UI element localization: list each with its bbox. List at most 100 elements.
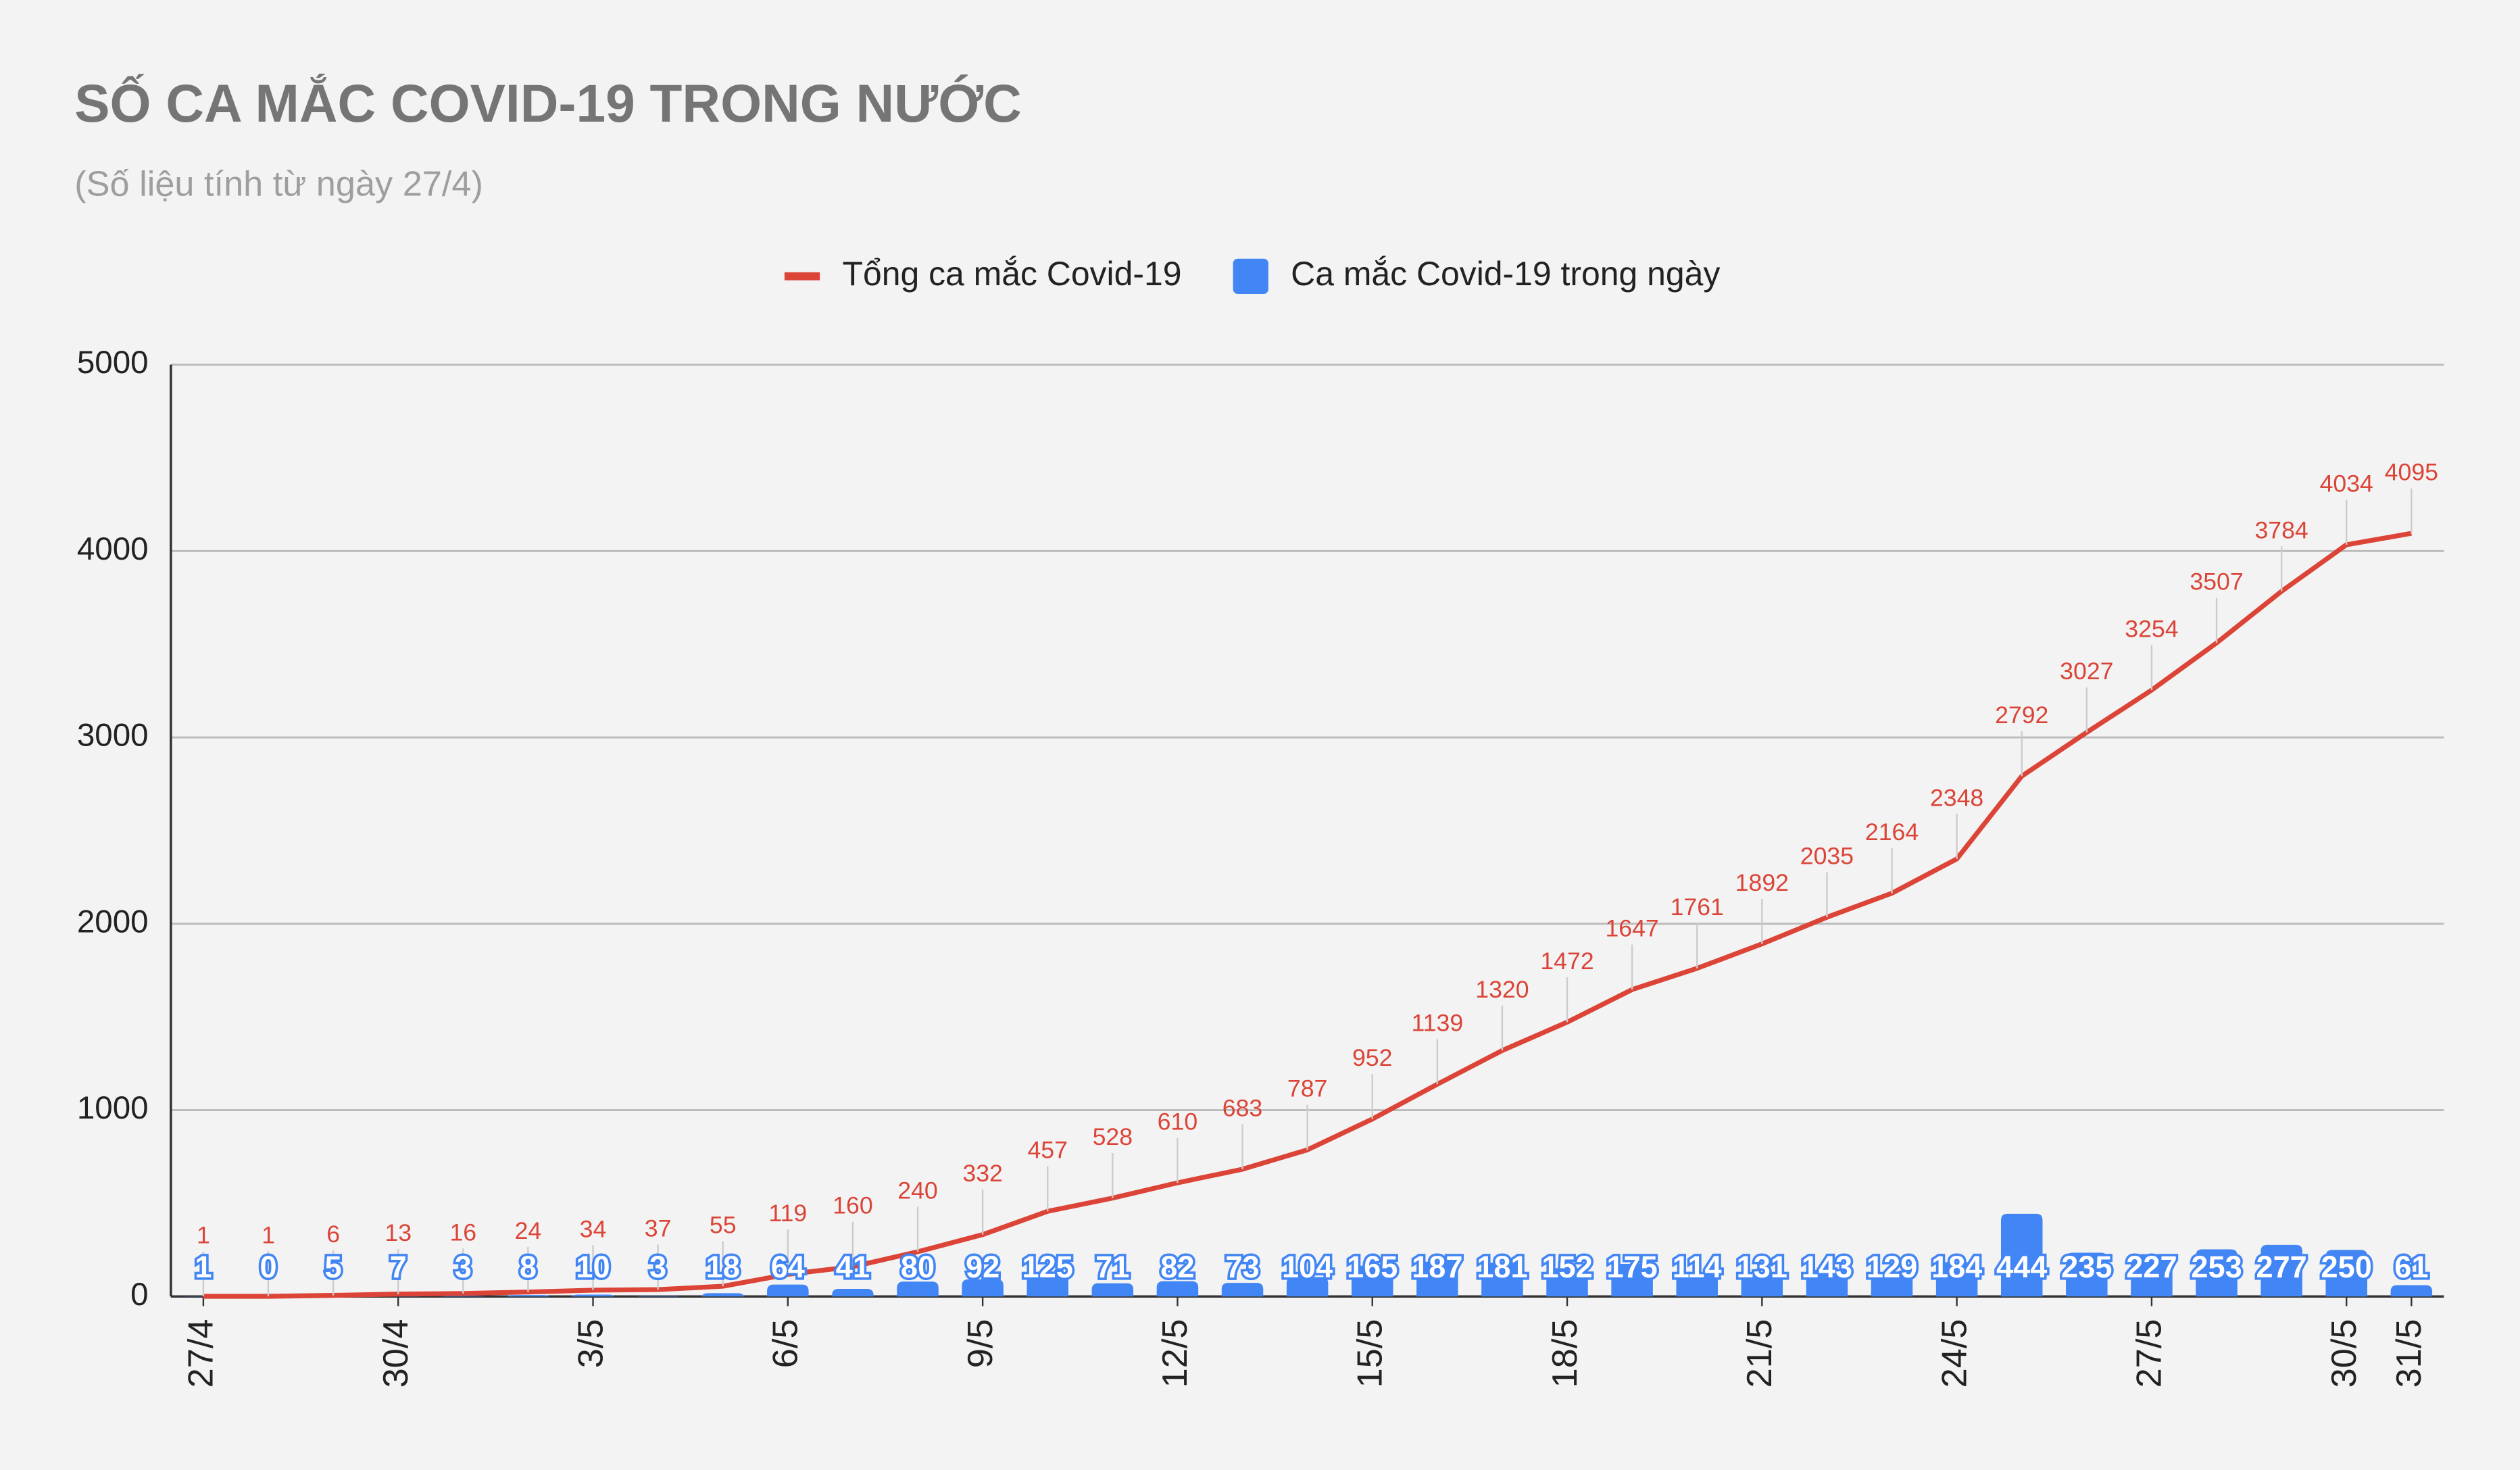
line-value-label: 332 xyxy=(962,1160,1002,1187)
line-value-label: 4034 xyxy=(2320,470,2373,497)
bar xyxy=(1286,1277,1329,1297)
bar-value-label: 8 xyxy=(520,1250,537,1284)
line-value-label: 55 xyxy=(710,1212,737,1239)
x-tick-label: 24/5 xyxy=(1935,1319,1974,1388)
bar-value-label: 250 xyxy=(2321,1250,2372,1284)
line-value-label: 6 xyxy=(326,1221,340,1248)
line-value-label: 16 xyxy=(449,1219,476,1246)
bar xyxy=(2000,1213,2043,1297)
bar-value-label: 104 xyxy=(1282,1250,1333,1284)
line-value-label: 3254 xyxy=(2125,615,2178,642)
line-value-label: 3027 xyxy=(2060,658,2113,685)
y-tick-label: 2000 xyxy=(77,904,149,939)
line-value-label: 13 xyxy=(385,1219,412,1246)
line-value-label: 24 xyxy=(515,1217,542,1244)
bar-value-label: 152 xyxy=(1541,1250,1592,1284)
bar xyxy=(897,1281,939,1297)
x-tick-label: 18/5 xyxy=(1546,1319,1585,1388)
bar xyxy=(1871,1272,1913,1297)
line-value-label: 2164 xyxy=(1865,818,1919,846)
bar-value-label: 71 xyxy=(1095,1250,1129,1284)
line-value-label: 787 xyxy=(1287,1075,1327,1102)
y-tick-label: 4000 xyxy=(77,531,149,567)
line-value-label: 528 xyxy=(1093,1123,1133,1150)
bar-value-label: 80 xyxy=(901,1250,935,1284)
bar-value-label: 3 xyxy=(455,1250,472,1284)
legend-swatch xyxy=(1233,258,1268,294)
bar-value-label: 143 xyxy=(1802,1250,1852,1284)
bar-value-label: 10 xyxy=(576,1250,610,1284)
bar xyxy=(1027,1273,1068,1297)
x-tick-label: 9/5 xyxy=(961,1319,1000,1369)
bar xyxy=(1156,1281,1199,1297)
bar xyxy=(1221,1283,1264,1297)
bar-value-label: 444 xyxy=(1996,1250,2047,1284)
bar-value-label: 61 xyxy=(2394,1250,2428,1284)
line-value-label: 2792 xyxy=(1995,702,2048,729)
legend-label: Ca mắc Covid-19 trong ngày xyxy=(1291,255,1720,293)
line-value-label: 1892 xyxy=(1735,869,1789,896)
y-tick-label: 3000 xyxy=(77,718,149,754)
bar xyxy=(2260,1244,2302,1297)
bar-value-label: 187 xyxy=(1412,1250,1462,1284)
bar xyxy=(1611,1264,1653,1297)
bar xyxy=(572,1294,614,1297)
line-value-label: 610 xyxy=(1158,1108,1197,1135)
line-value-label: 1647 xyxy=(1605,915,1658,942)
bar xyxy=(2196,1249,2238,1297)
x-tick-label: 3/5 xyxy=(571,1319,610,1369)
bar-value-label: 7 xyxy=(390,1250,407,1284)
line-value-label: 952 xyxy=(1352,1044,1392,1071)
line-value-label: 683 xyxy=(1222,1094,1262,1121)
line-value-label: 119 xyxy=(768,1200,807,1227)
bar xyxy=(701,1293,744,1297)
bar xyxy=(1091,1283,1134,1297)
bar xyxy=(2325,1250,2367,1297)
bar-value-label: 227 xyxy=(2126,1250,2177,1284)
bar-value-label: 73 xyxy=(1225,1250,1259,1284)
bar-value-label: 18 xyxy=(706,1250,740,1284)
bar-value-label: 129 xyxy=(1867,1250,1917,1284)
line-value-label: 34 xyxy=(580,1215,607,1242)
bar xyxy=(832,1288,874,1297)
bar xyxy=(1935,1262,1978,1297)
x-tick-label: 21/5 xyxy=(1740,1319,1779,1388)
bar-value-label: 175 xyxy=(1606,1250,1657,1284)
bar-value-label: 1 xyxy=(195,1250,212,1284)
bar-value-label: 5 xyxy=(325,1250,342,1284)
line-value-label: 2035 xyxy=(1800,843,1854,870)
x-tick-label: 15/5 xyxy=(1351,1319,1390,1388)
x-tick-label: 30/4 xyxy=(376,1319,416,1388)
bar xyxy=(1806,1269,1848,1297)
y-tick-label: 5000 xyxy=(77,345,149,381)
bar xyxy=(507,1295,549,1297)
line-value-label: 160 xyxy=(833,1192,872,1219)
x-tick-label: 6/5 xyxy=(766,1319,806,1369)
bar xyxy=(2390,1285,2433,1297)
legend-label: Tổng ca mắc Covid-19 xyxy=(842,255,1181,293)
bar xyxy=(2066,1252,2108,1297)
line-value-label: 1 xyxy=(197,1221,210,1248)
bar-value-label: 64 xyxy=(771,1250,805,1284)
line-value-label: 37 xyxy=(645,1215,672,1242)
line-value-label: 1139 xyxy=(1412,1010,1464,1037)
chart-title: SỐ CA MẮC COVID-19 TRONG NƯỚC xyxy=(74,74,1022,133)
bar-value-label: 235 xyxy=(2061,1250,2112,1284)
bar xyxy=(1741,1272,1783,1297)
x-tick-label: 27/4 xyxy=(182,1319,221,1388)
bar xyxy=(767,1284,809,1297)
bar-value-label: 82 xyxy=(1160,1250,1194,1284)
chart-subtitle: (Số liệu tính từ ngày 27/4) xyxy=(74,165,483,204)
bar-value-label: 0 xyxy=(260,1250,276,1284)
x-tick-label: 12/5 xyxy=(1156,1319,1195,1388)
line-value-label: 3507 xyxy=(2190,568,2243,595)
bar-value-label: 181 xyxy=(1477,1250,1527,1284)
y-tick-label: 0 xyxy=(130,1277,148,1313)
bar xyxy=(1481,1263,1523,1297)
bar-value-label: 184 xyxy=(1931,1250,1982,1284)
y-tick-label: 1000 xyxy=(77,1090,149,1126)
line-value-label: 2348 xyxy=(1930,784,1983,811)
line-value-label: 1320 xyxy=(1475,976,1529,1003)
